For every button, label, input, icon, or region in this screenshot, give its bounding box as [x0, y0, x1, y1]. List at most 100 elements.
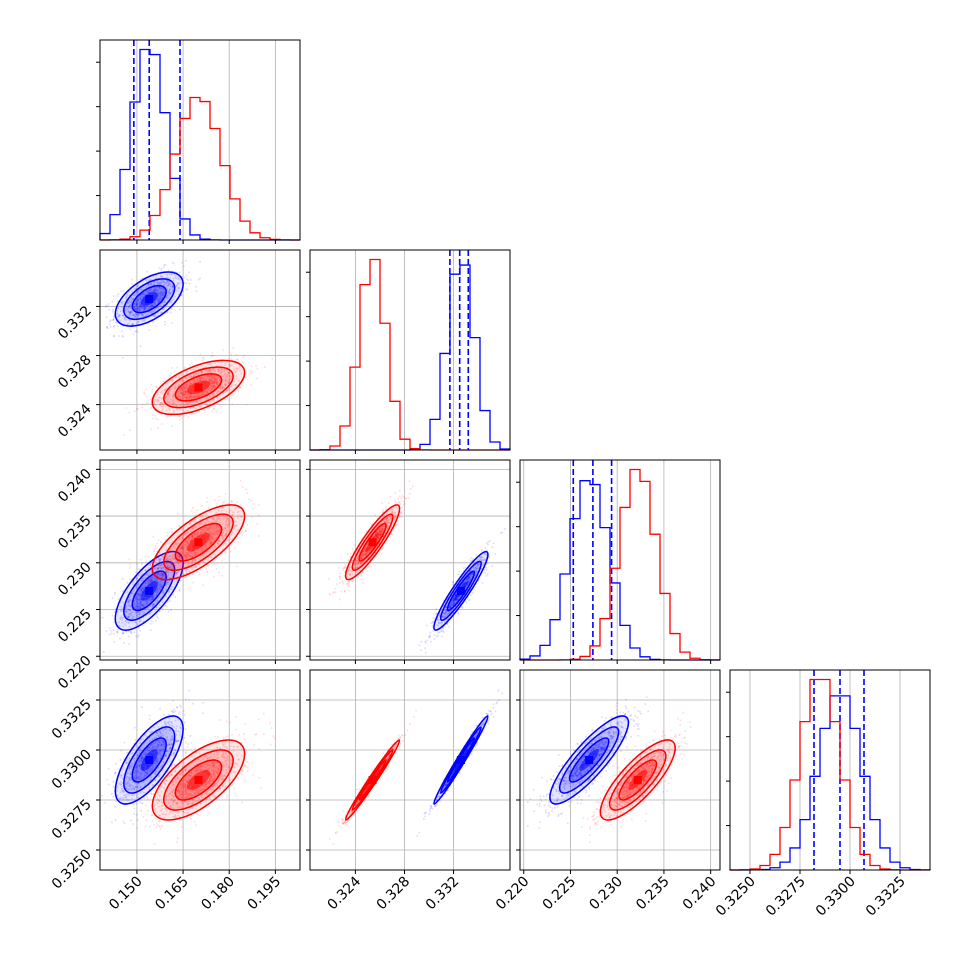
sample-point — [166, 288, 169, 291]
sample-point — [214, 362, 216, 364]
sample-point — [165, 570, 168, 572]
sample-point — [136, 587, 138, 589]
sample-point — [148, 575, 150, 577]
sample-point — [209, 379, 211, 381]
sample-point — [448, 612, 450, 615]
sample-point — [152, 603, 155, 606]
sample-point — [347, 553, 349, 555]
sample-point — [217, 518, 219, 520]
sample-point — [172, 285, 174, 287]
sample-point — [179, 380, 182, 382]
sample-point — [368, 550, 370, 553]
sample-point — [153, 579, 155, 581]
sample-point — [135, 309, 138, 312]
sample-point — [226, 373, 229, 376]
sample-point — [371, 535, 374, 538]
sample-point — [182, 535, 185, 537]
sample-point — [451, 609, 453, 612]
sample-point — [475, 570, 478, 573]
sample-point — [129, 328, 132, 331]
sample-point — [208, 538, 211, 540]
sample-point — [112, 629, 115, 631]
sample-point — [155, 282, 158, 284]
sample-point — [197, 278, 200, 281]
sample-point — [221, 526, 224, 529]
sample-point — [443, 616, 445, 618]
sample-point — [504, 527, 506, 530]
sample-point — [138, 313, 141, 315]
sample-point — [466, 583, 469, 585]
sample-point — [127, 604, 129, 607]
sample-point — [208, 378, 211, 380]
sample-point — [189, 566, 192, 569]
sample-point — [160, 580, 163, 582]
sample-point — [453, 602, 455, 605]
sample-point — [166, 565, 168, 568]
sample-point — [139, 605, 141, 607]
sample-point — [151, 579, 154, 582]
sample-point — [166, 279, 168, 282]
sample-point — [385, 517, 388, 520]
sample-point — [168, 566, 170, 569]
sample-point — [181, 290, 184, 293]
sample-point — [200, 531, 202, 534]
sample-point — [151, 598, 153, 600]
sample-point — [152, 577, 155, 579]
sample-point — [450, 605, 453, 608]
sample-point — [128, 300, 131, 303]
sample-point — [216, 392, 218, 394]
sample-point — [154, 414, 156, 417]
sample-point — [147, 310, 150, 313]
sample-point — [160, 282, 162, 284]
sample-point — [440, 621, 443, 623]
sample-point — [179, 580, 181, 582]
sample-point — [132, 583, 135, 586]
x-tick-label-3-2: 0.3300 — [813, 874, 859, 920]
sample-point — [249, 370, 252, 372]
sample-point — [202, 550, 204, 552]
sample-point — [149, 278, 152, 281]
sample-point — [169, 283, 171, 286]
sample-point — [156, 277, 158, 280]
sample-point — [125, 293, 128, 295]
sample-point — [129, 311, 132, 314]
sample-point — [447, 613, 450, 615]
sample-point — [152, 289, 155, 291]
sample-point — [441, 616, 443, 618]
sample-point — [140, 590, 143, 593]
sample-point — [140, 293, 143, 296]
sample-point — [125, 309, 127, 311]
sample-point — [160, 574, 163, 577]
sample-point — [238, 365, 241, 368]
sample-point — [181, 546, 183, 548]
sample-point — [120, 615, 123, 618]
sample-point — [125, 298, 127, 300]
sample-point — [445, 595, 448, 598]
sample-point — [150, 568, 153, 571]
sample-point — [366, 558, 368, 560]
sample-point — [139, 606, 141, 608]
sample-point — [167, 576, 169, 579]
sample-point — [222, 385, 224, 388]
sample-point — [190, 540, 193, 542]
sample-point — [393, 516, 396, 518]
sample-point — [474, 574, 477, 576]
sample-point — [140, 604, 142, 606]
sample-point — [361, 571, 364, 573]
sample-point — [180, 547, 182, 549]
sample-point — [153, 579, 156, 582]
sample-point — [215, 377, 217, 380]
sample-point — [190, 521, 192, 523]
sample-point — [230, 353, 232, 356]
sample-point — [212, 548, 214, 551]
sample-point — [140, 587, 142, 589]
sample-point — [143, 308, 145, 310]
sample-point — [148, 599, 151, 601]
sample-point — [357, 548, 360, 551]
sample-point — [178, 377, 181, 379]
sample-point — [189, 535, 191, 538]
sample-point — [478, 566, 481, 568]
sample-point — [122, 289, 125, 292]
sample-point — [139, 558, 142, 561]
sample-point — [144, 608, 147, 610]
